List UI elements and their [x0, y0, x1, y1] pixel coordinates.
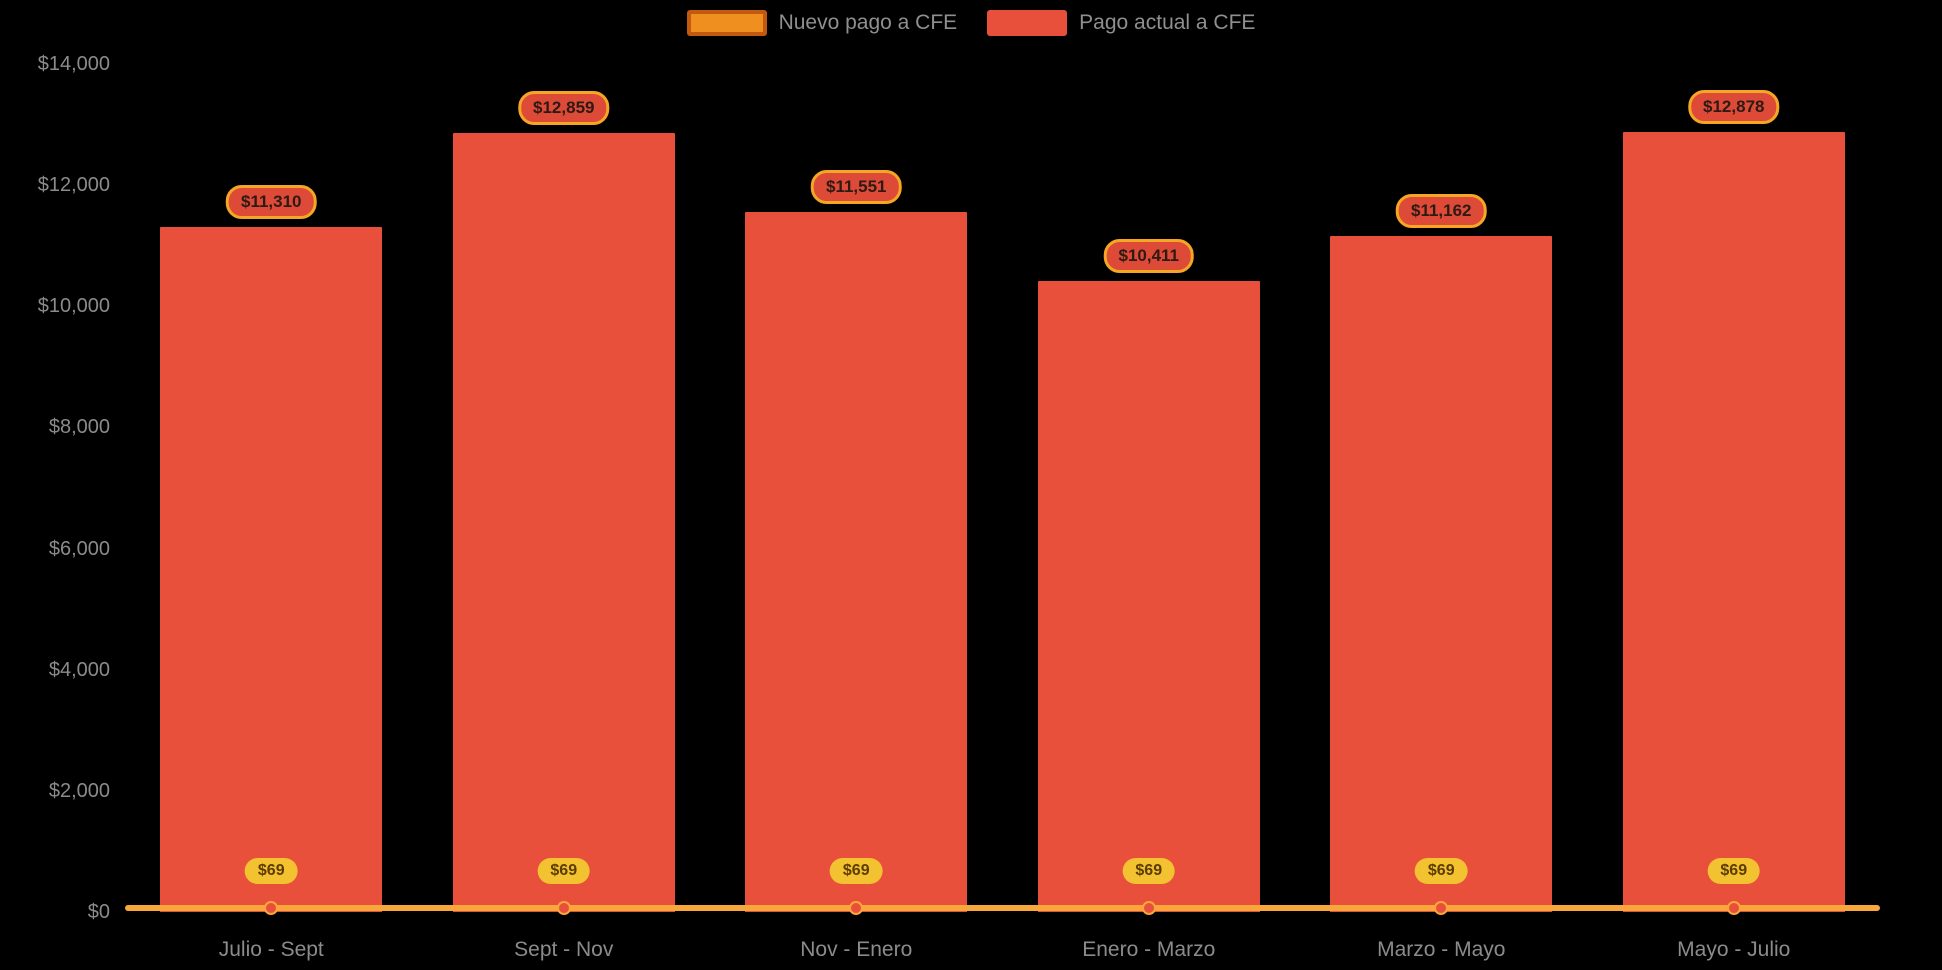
- pago-actual-bar: [452, 133, 675, 912]
- x-axis-category-label: Mayo - Julio: [1677, 938, 1791, 961]
- bar-value-badge: $11,162: [1395, 193, 1487, 228]
- x-axis-category-label: Nov - Enero: [800, 938, 913, 961]
- bar-value-badge: $11,551: [810, 170, 902, 205]
- line-value-badge: $69: [244, 857, 298, 884]
- pago-actual-bar: [1622, 131, 1845, 912]
- line-point: [1141, 900, 1156, 915]
- line-point: [264, 900, 279, 915]
- y-axis-tick-label: $14,000: [37, 53, 110, 75]
- legend-item-pago-actual[interactable]: Pago actual a CFE: [987, 10, 1255, 36]
- line-value-badge: $69: [537, 857, 591, 884]
- line-value-badge: $69: [1707, 857, 1761, 884]
- line-point: [849, 900, 864, 915]
- legend-swatch-nuevo-pago: [686, 10, 767, 36]
- bar-value-badge: $12,878: [1688, 89, 1780, 124]
- y-axis-tick-label: $10,000: [37, 295, 110, 318]
- line-point: [556, 900, 571, 915]
- pago-actual-bar: [160, 226, 383, 912]
- x-axis-category-label: Marzo - Mayo: [1377, 938, 1506, 961]
- y-axis-tick-label: $0: [87, 901, 110, 923]
- bar-value-badge: $11,310: [225, 184, 317, 219]
- x-axis-category-label: Sept - Nov: [514, 938, 614, 961]
- legend-label-pago-actual: Pago actual a CFE: [1079, 11, 1256, 34]
- y-axis-tick-label: $8,000: [48, 416, 110, 439]
- x-axis-category-label: Julio - Sept: [218, 938, 324, 961]
- bar-value-badge: $12,859: [518, 91, 610, 126]
- nuevo-pago-line: [125, 904, 1880, 911]
- x-axis-category-label: Enero - Marzo: [1082, 938, 1216, 961]
- line-point: [1726, 900, 1741, 915]
- pago-actual-bar: [745, 212, 968, 912]
- y-axis-tick-label: $6,000: [48, 537, 110, 560]
- line-point: [1434, 900, 1449, 915]
- line-value-badge: $69: [1414, 857, 1468, 884]
- pago-actual-bar: [1330, 235, 1553, 912]
- line-value-badge: $69: [829, 857, 883, 884]
- y-axis-tick-label: $4,000: [48, 658, 110, 681]
- legend-swatch-pago-actual: [987, 10, 1068, 36]
- y-axis-tick-label: $2,000: [48, 779, 110, 802]
- legend-label-nuevo-pago: Nuevo pago a CFE: [778, 11, 958, 34]
- legend-item-nuevo-pago[interactable]: Nuevo pago a CFE: [686, 10, 958, 36]
- chart-legend: Nuevo pago a CFE Pago actual a CFE: [0, 10, 1942, 36]
- bar-value-badge: $10,411: [1103, 239, 1195, 274]
- line-value-badge: $69: [1122, 857, 1176, 884]
- y-axis-tick-label: $12,000: [37, 174, 110, 197]
- pago-actual-bar: [1037, 281, 1260, 912]
